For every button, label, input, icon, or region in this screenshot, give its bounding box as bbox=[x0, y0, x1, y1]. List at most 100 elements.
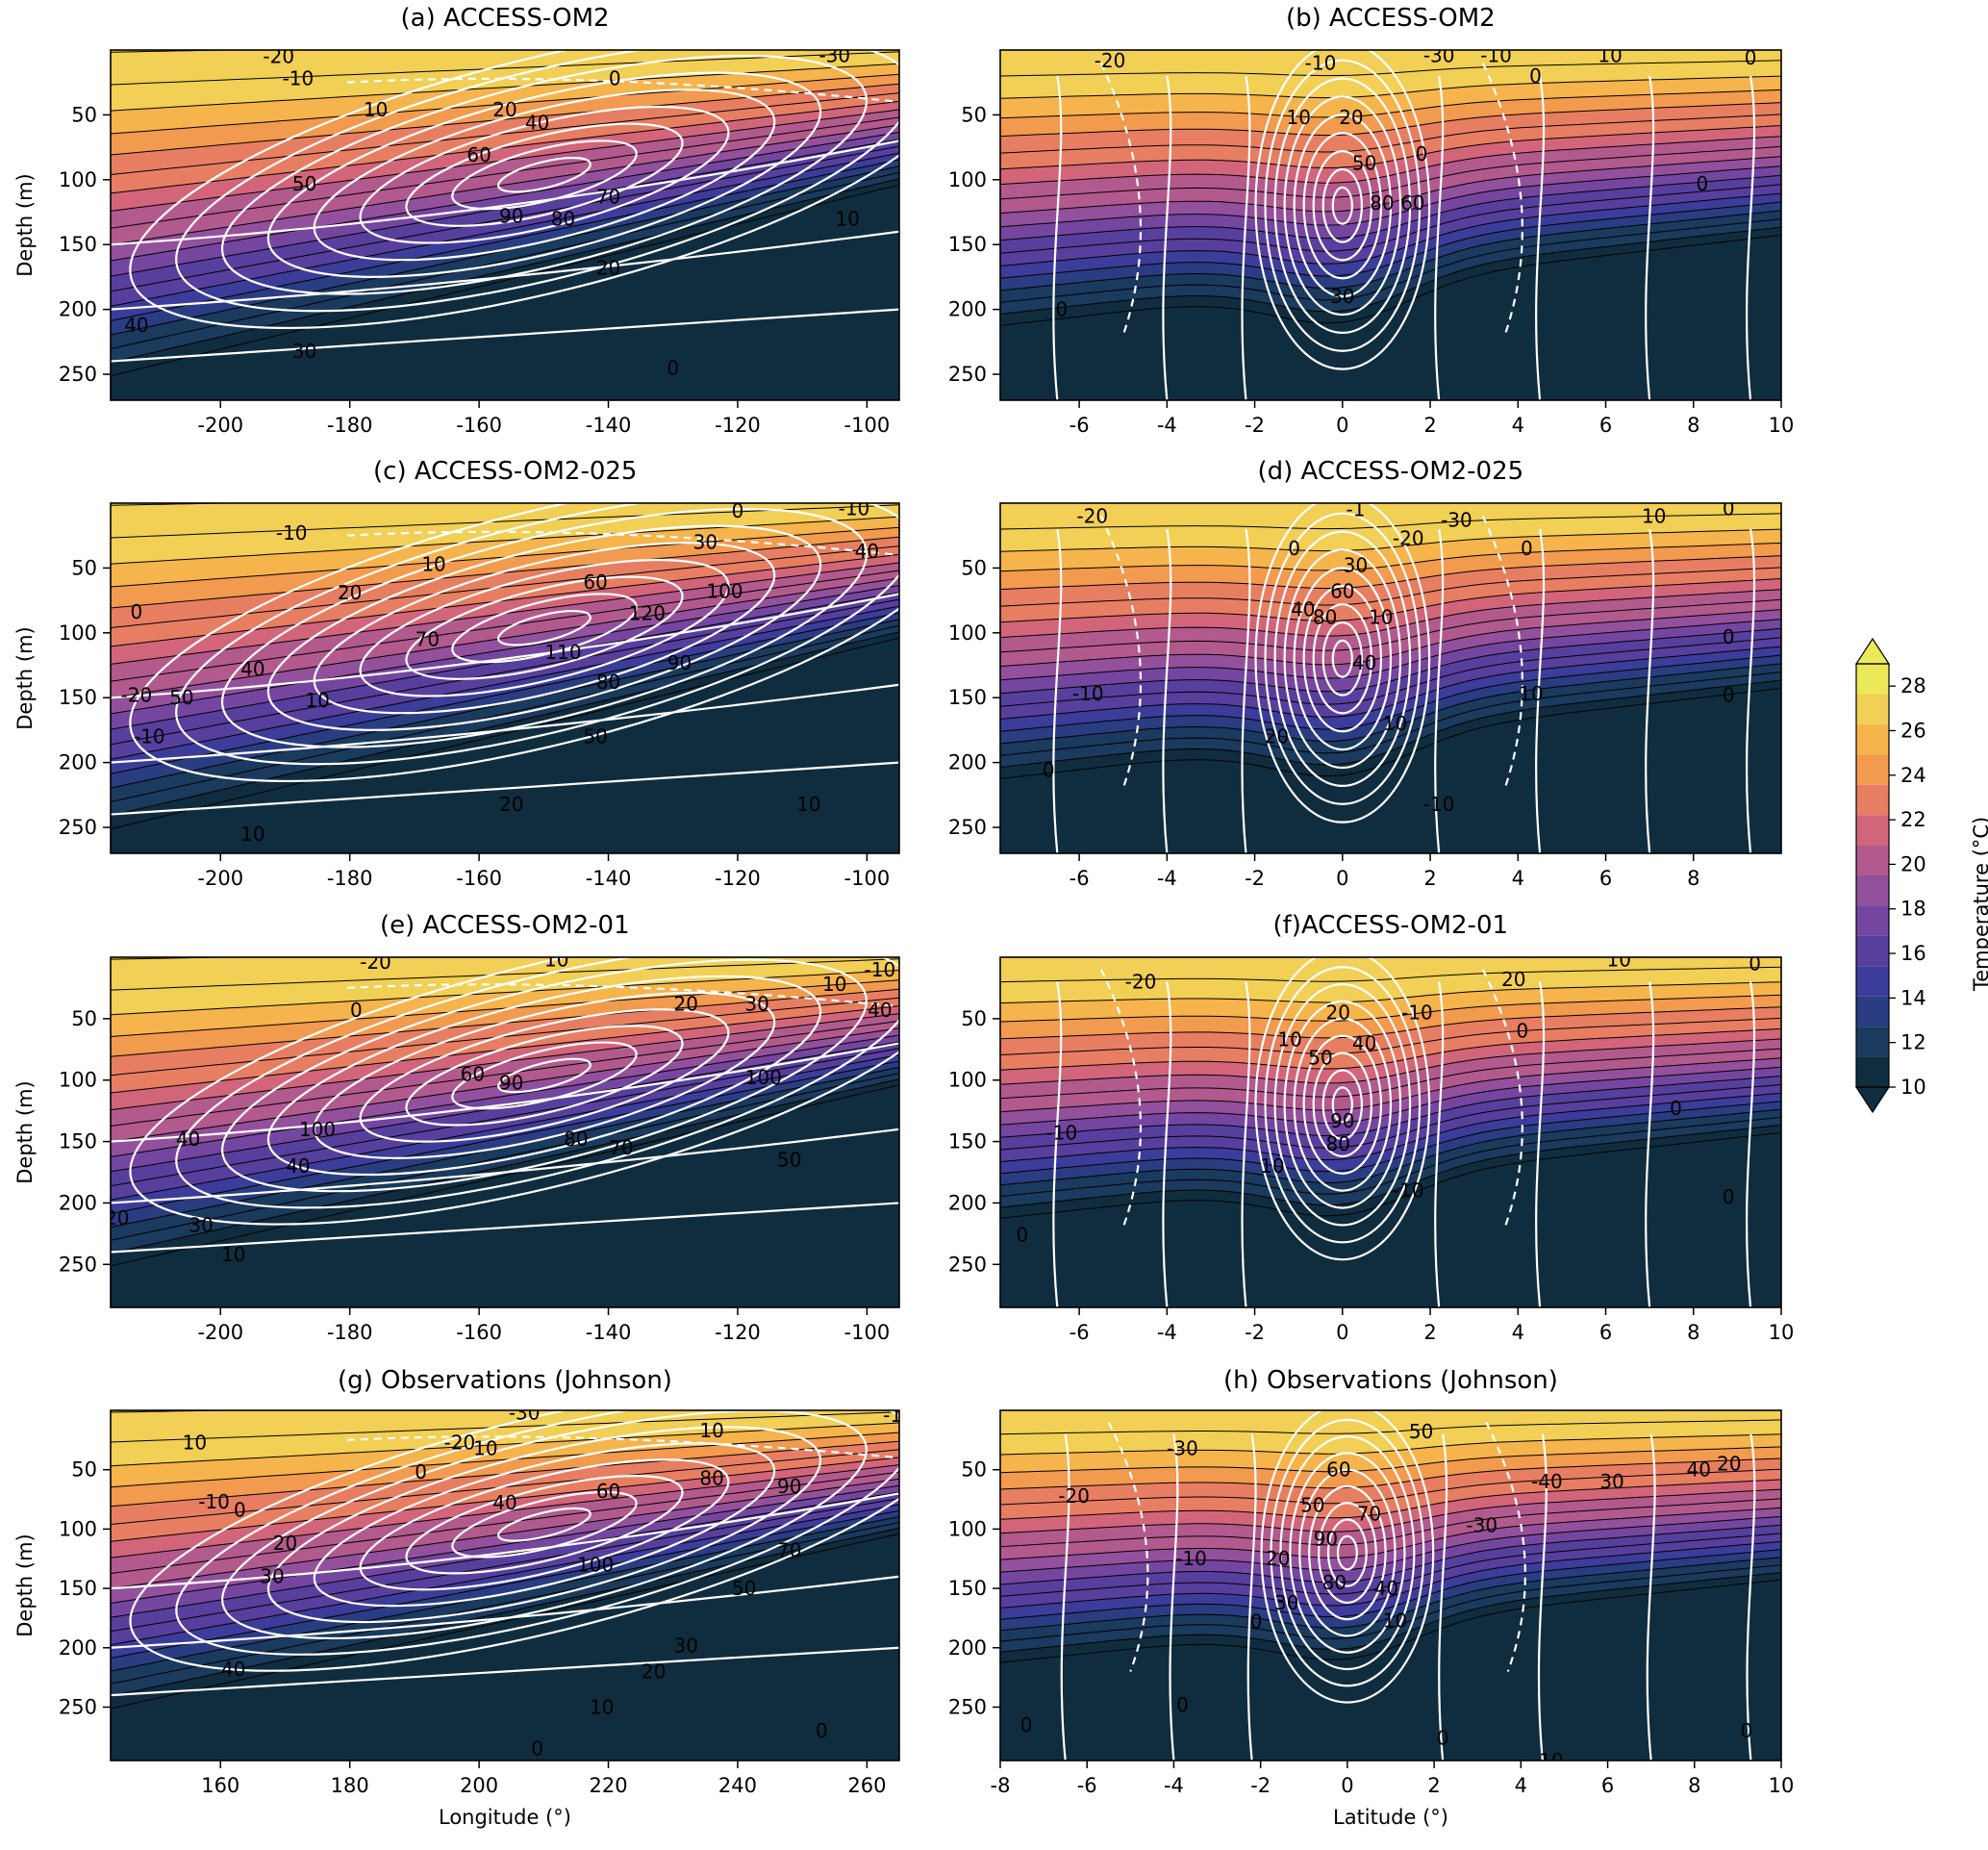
contour-label: 0 bbox=[350, 999, 363, 1022]
panel-title-e: (e) ACCESS-OM2-01 bbox=[380, 911, 630, 940]
contour-label: 0 bbox=[1416, 142, 1428, 165]
isotherm-band bbox=[111, 1410, 899, 1526]
isotherm-band bbox=[1000, 503, 1781, 681]
contour-label: 50 bbox=[1300, 1494, 1324, 1517]
isotherm-band bbox=[1000, 50, 1781, 266]
velocity-contour bbox=[1289, 1452, 1406, 1654]
contour-label: 20 bbox=[273, 1532, 297, 1555]
isotherm-band bbox=[111, 503, 899, 682]
isotherm-band bbox=[111, 957, 899, 1215]
x-tick-label: 0 bbox=[1336, 867, 1348, 890]
velocity-contour bbox=[359, 1458, 730, 1591]
contour-label: 0 bbox=[1749, 951, 1761, 975]
velocity-contour bbox=[1645, 75, 1655, 400]
isotherm-band bbox=[111, 957, 899, 1201]
isotherm-band bbox=[111, 1410, 899, 1633]
isotherm-band bbox=[111, 50, 899, 307]
y-tick-label: 200 bbox=[59, 1191, 97, 1214]
contour-label: 20 bbox=[492, 98, 516, 121]
x-tick-label: -4 bbox=[1164, 1774, 1184, 1797]
contour-label: 0 bbox=[531, 1737, 543, 1761]
contour-label: 0 bbox=[1723, 1185, 1735, 1208]
contour-label: 0 bbox=[1043, 759, 1055, 782]
velocity-contour bbox=[1746, 1433, 1756, 1761]
contour-label: 10 bbox=[544, 949, 568, 972]
x-tick-label: -180 bbox=[327, 1321, 373, 1344]
velocity-contour bbox=[111, 1575, 899, 1649]
velocity-contour bbox=[111, 1646, 899, 1697]
contour-label: 20 bbox=[673, 993, 697, 1016]
velocity-contour bbox=[1308, 1484, 1387, 1621]
isotherm-band bbox=[1000, 957, 1781, 1071]
x-tick-label: -160 bbox=[456, 867, 502, 890]
velocity-contour bbox=[1241, 75, 1251, 400]
isotherm-band bbox=[111, 957, 899, 1158]
temperature-field-f: -20 10 0 20 20 -10 0 10 40 50 0 90 -10 80 10 -10 0 0 bbox=[1000, 951, 1781, 1307]
colorbar-extend-bottom bbox=[1854, 1086, 1891, 1114]
velocity-contour bbox=[1293, 1017, 1393, 1192]
contour-label: 70 bbox=[777, 1539, 801, 1562]
contour-label: -10 bbox=[1305, 51, 1337, 74]
x-tick-label: 4 bbox=[1515, 1774, 1527, 1797]
isotherm-band bbox=[1000, 503, 1781, 552]
y-tick-label: 50 bbox=[961, 1458, 987, 1482]
x-tick-label: 6 bbox=[1599, 414, 1612, 437]
isotherm-band bbox=[1000, 50, 1781, 170]
isotherm-band bbox=[1000, 503, 1781, 732]
velocity-contour bbox=[1438, 1433, 1448, 1761]
velocity-contour bbox=[1264, 59, 1422, 352]
velocity-contour bbox=[111, 1042, 899, 1143]
velocity-contour bbox=[497, 1507, 591, 1542]
contour-label: -20 bbox=[1058, 1484, 1090, 1508]
y-tick-label: 100 bbox=[948, 1069, 987, 1092]
contour-label: -10 bbox=[198, 1490, 230, 1513]
y-tick-label: 100 bbox=[59, 1517, 97, 1540]
colorbar-tick-label: 18 bbox=[1900, 898, 1926, 921]
contour-label: 40 bbox=[1687, 1458, 1711, 1482]
isotherm-band bbox=[1000, 503, 1781, 572]
x-tick-label: -140 bbox=[586, 414, 632, 437]
velocity-contour bbox=[1535, 75, 1546, 400]
isotherm-band bbox=[1000, 957, 1781, 1126]
isotherm-band bbox=[111, 503, 899, 588]
contour-label: 40 bbox=[855, 540, 879, 563]
y-tick-label: 100 bbox=[59, 1069, 97, 1092]
contour-label: 50 bbox=[292, 172, 316, 195]
y-tick-label: 200 bbox=[59, 1636, 97, 1660]
colorbar-swatch bbox=[1856, 784, 1889, 816]
contour-label: 50 bbox=[777, 1149, 801, 1172]
y-tick-label: 50 bbox=[71, 1458, 97, 1482]
contour-label: 0 bbox=[1055, 298, 1068, 321]
contour-label: -20 bbox=[1095, 49, 1126, 72]
isotherm-band bbox=[111, 50, 899, 262]
plot-frame bbox=[999, 502, 1782, 854]
velocity-contour bbox=[1302, 585, 1383, 733]
y-tick-label: 200 bbox=[948, 1636, 987, 1660]
velocity-contour bbox=[1331, 1086, 1353, 1124]
velocity-contour bbox=[1312, 1052, 1373, 1158]
velocity-contour bbox=[1162, 75, 1172, 400]
colorbar-swatch bbox=[1856, 815, 1889, 846]
isotherm-band bbox=[111, 957, 899, 1254]
isotherm-band bbox=[111, 957, 899, 1241]
isotherm-band bbox=[1000, 503, 1781, 639]
velocity-contour bbox=[111, 683, 899, 764]
contour-label: -30 bbox=[1167, 1436, 1198, 1459]
velocity-contour bbox=[497, 609, 591, 646]
velocity-contour bbox=[1321, 167, 1363, 243]
plot-frame bbox=[999, 956, 1782, 1308]
isotherm-band bbox=[111, 1410, 899, 1559]
velocity-contour bbox=[1264, 512, 1422, 805]
velocity-contour bbox=[1052, 981, 1063, 1307]
contour-label: 10 bbox=[183, 1431, 207, 1454]
contour-label: 40 bbox=[240, 658, 264, 681]
contour-label: -10 bbox=[1072, 682, 1104, 705]
contour-label: 90 bbox=[499, 205, 523, 228]
contour-label: 80 bbox=[1326, 1132, 1350, 1155]
contour-label: -20 bbox=[263, 45, 294, 68]
contour-label: 70 bbox=[609, 1136, 633, 1159]
contour-label: 20 bbox=[1339, 106, 1363, 129]
velocity-contour bbox=[1646, 1433, 1656, 1761]
velocity-contour bbox=[111, 1202, 899, 1254]
